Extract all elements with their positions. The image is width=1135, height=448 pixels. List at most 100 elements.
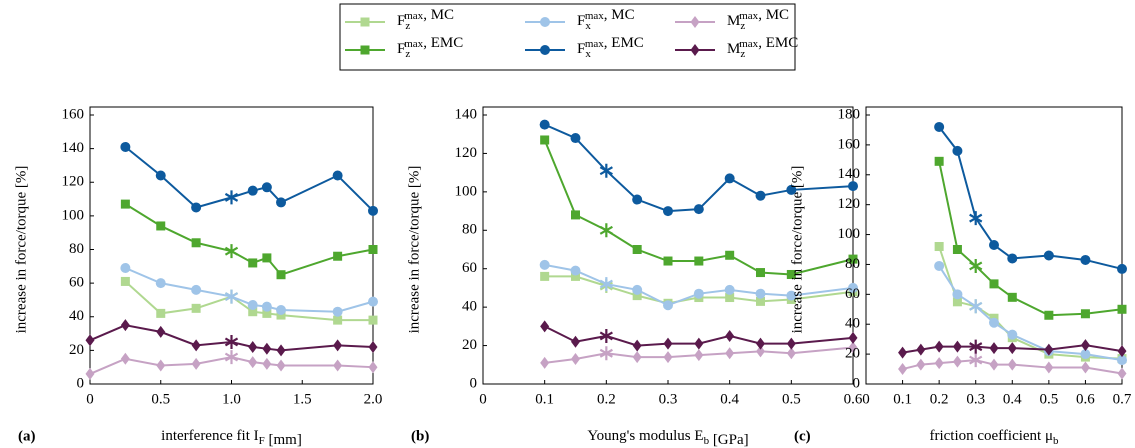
marker [539, 259, 550, 270]
marker [571, 271, 580, 281]
marker [786, 337, 796, 350]
y-tick-label: 120 [62, 174, 85, 190]
legend-label: Mzmax, MC [727, 7, 789, 31]
highlight-marker [599, 277, 613, 292]
marker [120, 262, 131, 273]
marker [756, 345, 765, 358]
highlight-marker [969, 211, 983, 226]
x-tick-label: 1.5 [293, 391, 312, 407]
marker [725, 250, 735, 260]
legend-label: Fxmax, EMC [577, 35, 644, 59]
marker [1007, 358, 1017, 371]
marker [191, 357, 201, 370]
marker [756, 296, 765, 306]
y-tick-label: 140 [455, 106, 478, 122]
marker [368, 341, 378, 354]
y-tick-label: 20 [462, 337, 477, 353]
marker [952, 289, 963, 300]
y-tick-label: 40 [845, 316, 860, 332]
x-tick-label: 2.0 [364, 391, 383, 407]
marker [1117, 345, 1127, 358]
marker [262, 253, 272, 263]
marker [1044, 310, 1054, 320]
marker [632, 245, 642, 254]
marker [1080, 339, 1090, 352]
y-tick-label: 80 [462, 222, 477, 238]
marker [1007, 342, 1017, 355]
marker [155, 278, 166, 289]
y-tick-label: 0 [77, 375, 85, 391]
marker [632, 284, 643, 295]
marker [570, 265, 581, 276]
marker [632, 291, 642, 301]
x-tick-label: 0.4 [720, 391, 739, 407]
marker [725, 293, 735, 303]
marker [191, 339, 201, 352]
marker [663, 337, 673, 350]
marker [1117, 367, 1127, 380]
marker [1117, 355, 1127, 366]
x-tick-label: 0 [479, 391, 487, 407]
x-tick-label: 0.5 [782, 391, 801, 407]
highlight-marker [969, 258, 983, 273]
marker [261, 301, 272, 312]
marker [156, 359, 166, 372]
marker [663, 256, 673, 266]
marker [1117, 263, 1127, 274]
x-tick-label: 0 [862, 391, 870, 407]
marker [571, 353, 580, 366]
marker [191, 284, 202, 295]
marker [663, 206, 673, 217]
marker [694, 349, 704, 362]
highlight-marker [224, 350, 239, 365]
marker [262, 357, 272, 370]
series-line [89, 356, 374, 375]
highlight-marker [969, 339, 983, 354]
marker [120, 319, 130, 332]
marker [248, 356, 258, 369]
y-tick-label: 40 [69, 308, 84, 324]
legend-label: Fzmax, MC [397, 7, 454, 31]
highlight-marker [224, 289, 239, 304]
marker [952, 297, 962, 307]
x-tick-label: 0.3 [659, 391, 678, 407]
y-tick-label: 0 [470, 375, 478, 391]
marker [632, 339, 642, 352]
series-line [938, 246, 1123, 360]
marker [1080, 254, 1091, 265]
marker [540, 271, 550, 281]
marker [694, 256, 704, 266]
marker [1044, 361, 1054, 374]
marker [248, 258, 258, 268]
marker [952, 355, 962, 368]
marker [191, 202, 202, 213]
marker [1007, 292, 1017, 302]
highlight-marker [599, 223, 613, 238]
highlight-marker [224, 334, 239, 349]
y-tick-label: 100 [62, 207, 85, 223]
series-line [544, 325, 854, 347]
y-axis-label: increase in force/torque [%] [789, 166, 805, 334]
marker [360, 45, 370, 55]
marker [989, 342, 999, 355]
x-axis-label: friction coefficient μb [929, 428, 1059, 446]
marker [120, 141, 131, 152]
y-tick-label: 120 [455, 145, 478, 161]
marker [540, 356, 550, 369]
y-tick-label: 160 [62, 106, 85, 122]
marker [848, 331, 858, 344]
panel-label: (c) [794, 428, 811, 444]
y-tick-label: 180 [838, 106, 861, 122]
marker [1080, 349, 1091, 360]
marker [786, 290, 797, 301]
x-tick-label: 1.0 [222, 391, 241, 407]
x-tick-label: 0.2 [597, 391, 616, 407]
marker [368, 205, 378, 216]
series-line [902, 359, 1123, 375]
legend-label: Mzmax, EMC [727, 35, 798, 59]
series-line [543, 139, 854, 276]
x-tick-label: 0.5 [151, 391, 170, 407]
x-axis-label: Young's modulus Eb [GPa] [587, 428, 748, 448]
marker [276, 197, 287, 208]
